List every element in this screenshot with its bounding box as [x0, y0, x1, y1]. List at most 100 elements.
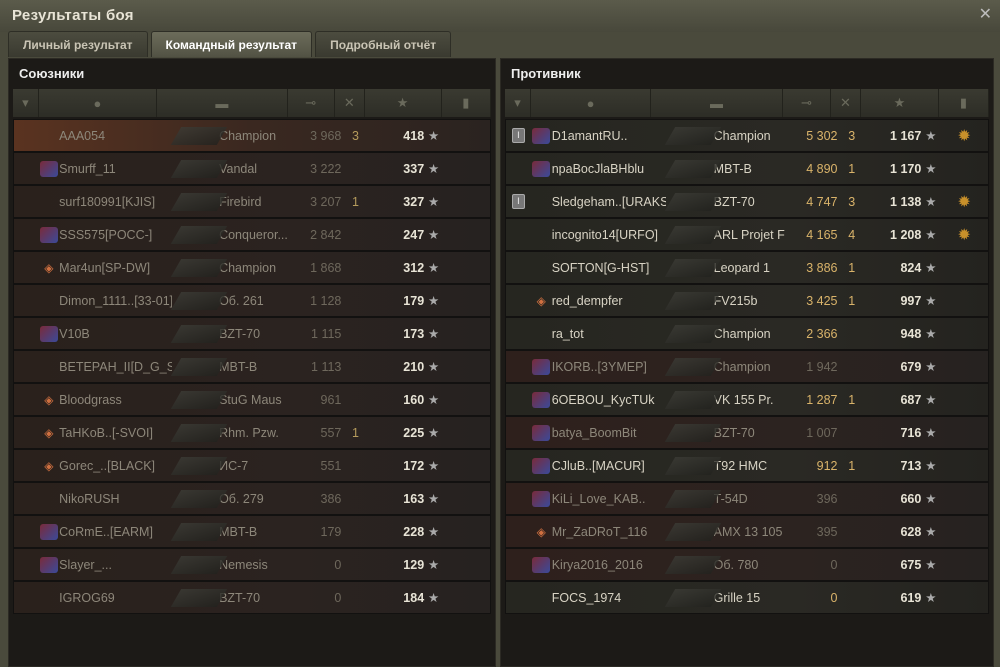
- player-name[interactable]: AAA054: [59, 128, 106, 143]
- kills-icon[interactable]: ✕: [831, 89, 861, 117]
- player-name[interactable]: incognito14[URFO]: [551, 227, 659, 242]
- emblem-slot: [38, 357, 59, 377]
- player-row[interactable]: AAA054 Champion 3 968 3 418 ★: [13, 119, 491, 152]
- player-row[interactable]: ◈ red_dempfer FV215b 3 425 1 997 ★: [505, 284, 989, 317]
- xp-star-icon[interactable]: ★: [365, 89, 442, 117]
- player-row[interactable]: npaBocJlaBHblu MBT-B 4 890 1 1 170 ★: [505, 152, 989, 185]
- player-row[interactable]: ВЕТЕРАН_II[D_G_S] MBT-B 1 113 210 ★: [13, 350, 491, 383]
- player-name[interactable]: red_dempfer: [551, 293, 623, 308]
- player-name[interactable]: ВЕТЕРАН_II[D_G_S]: [59, 359, 173, 374]
- tab-personal[interactable]: Личный результат: [8, 31, 148, 57]
- player-row[interactable]: Dimon_1111..[33-01] Об. 261 1 128 179 ★: [13, 284, 491, 317]
- xp-star-icon[interactable]: ★: [861, 89, 939, 117]
- kills-value: 3: [848, 194, 856, 209]
- player-name[interactable]: Sledgeham..[URAKS]: [551, 194, 667, 209]
- medal-icon[interactable]: ▮: [939, 89, 989, 117]
- player-name[interactable]: Mar4un[SP-DW]: [59, 260, 151, 275]
- player-name[interactable]: Dimon_1111..[33-01]: [59, 293, 173, 308]
- player-row[interactable]: ◈ Gorec_..[BLACK] ИС-7 551 172 ★: [13, 449, 491, 482]
- player-row[interactable]: CJluB..[MACUR] T92 HMC 912 1 713 ★: [505, 449, 989, 482]
- player-row[interactable]: ◈ Mr_ZaDRoT_116 AMX 13 105 395 628 ★: [505, 515, 989, 548]
- player-name[interactable]: Smurff_11: [59, 161, 116, 176]
- player-row[interactable]: IGROG69 BZT-70 0 184 ★: [13, 581, 491, 614]
- tank-icon[interactable]: ▬: [157, 89, 288, 117]
- player-name[interactable]: KiLi_Love_KAB..: [551, 491, 646, 506]
- player-row[interactable]: IKORB..[3YMEP] Champion 1 942 679 ★: [505, 350, 989, 383]
- player-row[interactable]: I D1amantRU.. Champion 5 302 3 1 167 ★ ✹: [505, 119, 989, 152]
- player-name[interactable]: SSS575[POCC-]: [59, 227, 153, 242]
- player-name[interactable]: Bloodgrass: [59, 392, 122, 407]
- player-name[interactable]: npaBocJlaBHblu: [551, 161, 645, 176]
- player-icon[interactable]: ●: [531, 89, 651, 117]
- xp-value: 210: [403, 359, 425, 374]
- player-name[interactable]: Mr_ZaDRoT_116: [551, 524, 648, 539]
- player-row[interactable]: I Sledgeham..[URAKS] BZT-70 4 747 3 1 13…: [505, 185, 989, 218]
- player-row[interactable]: Slayer_... Nemesis 0 129 ★: [13, 548, 491, 581]
- kills-value: 1: [848, 293, 856, 308]
- tank-icon[interactable]: ▬: [651, 89, 783, 117]
- player-row[interactable]: Kirya2016_2016 Об. 780 0 675 ★: [505, 548, 989, 581]
- xp-value: 163: [403, 491, 425, 506]
- xp-value: 337: [403, 161, 425, 176]
- player-row[interactable]: SSS575[POCC-] Conqueror... 2 842 247 ★: [13, 218, 491, 251]
- clan-emblem-icon: [38, 225, 59, 245]
- medal-icon[interactable]: ▮: [442, 89, 492, 117]
- player-row[interactable]: KiLi_Love_KAB.. T-54D 396 660 ★: [505, 482, 989, 515]
- player-row[interactable]: incognito14[URFO] ARL Projet F 4 165 4 1…: [505, 218, 989, 251]
- player-row[interactable]: surf180991[KJIS] Firebird 3 207 1 327 ★: [13, 185, 491, 218]
- star-icon: ★: [925, 261, 937, 275]
- damage-icon[interactable]: ⊸: [288, 89, 335, 117]
- damage-icon[interactable]: ⊸: [783, 89, 831, 117]
- star-icon: ★: [427, 393, 440, 407]
- player-row[interactable]: NikoRUSH Об. 279 386 163 ★: [13, 482, 491, 515]
- player-name[interactable]: 6OEBOU_KycTUk: [551, 392, 655, 407]
- tank-name: ИС-7: [219, 458, 249, 473]
- player-name[interactable]: Gorec_..[BLACK]: [59, 458, 156, 473]
- tab-detailed[interactable]: Подробный отчёт: [315, 31, 452, 57]
- player-name[interactable]: IGROG69: [59, 590, 115, 605]
- tank-image-icon: [666, 121, 714, 151]
- medal-icon: ✹: [957, 226, 971, 244]
- player-row[interactable]: CoRmE..[EARM] MBT-B 179 228 ★: [13, 515, 491, 548]
- player-row[interactable]: V10B BZT-70 1 115 173 ★: [13, 317, 491, 350]
- kills-icon[interactable]: ✕: [335, 89, 365, 117]
- player-row[interactable]: ◈ TaHKoB..[-SVOI] Rhm. Pzw. 557 1 225 ★: [13, 416, 491, 449]
- player-name[interactable]: Slayer_...: [59, 557, 112, 572]
- player-name[interactable]: IKORB..[3YMEP]: [551, 359, 647, 374]
- rank-emblem-icon: ◈: [44, 392, 54, 407]
- tab-team[interactable]: Командный результат: [150, 31, 313, 57]
- player-name[interactable]: NikoRUSH: [59, 491, 120, 506]
- player-name[interactable]: D1amantRU..: [551, 128, 628, 143]
- player-row[interactable]: FOCS_1974 Grille 15 0 619 ★: [505, 581, 989, 614]
- enemies-list: I D1amantRU.. Champion 5 302 3 1 167 ★ ✹…: [505, 119, 989, 614]
- player-name[interactable]: V10B: [59, 326, 90, 341]
- player-name[interactable]: batya_BoomBit: [551, 425, 637, 440]
- player-row[interactable]: batya_BoomBit BZT-70 1 007 716 ★: [505, 416, 989, 449]
- emblem-slot: [38, 126, 59, 146]
- tank-image-icon: [172, 286, 219, 316]
- player-name[interactable]: SOFTON[G-HST]: [551, 260, 650, 275]
- player-row[interactable]: 6OEBOU_KycTUk VK 155 Pr. 1 287 1 687 ★: [505, 383, 989, 416]
- player-row[interactable]: ra_tot Champion 2 366 948 ★: [505, 317, 989, 350]
- player-icon[interactable]: ●: [39, 89, 158, 117]
- player-row[interactable]: ◈ Mar4un[SP-DW] Champion 1 868 312 ★: [13, 251, 491, 284]
- player-row[interactable]: SOFTON[G-HST] Leopard 1 3 886 1 824 ★: [505, 251, 989, 284]
- star-icon: ★: [925, 129, 937, 143]
- player-name[interactable]: TaHKoB..[-SVOI]: [59, 425, 153, 440]
- player-name[interactable]: Kirya2016_2016: [551, 557, 643, 572]
- xp-value: 675: [900, 557, 922, 572]
- squad-icon[interactable]: ▾: [13, 89, 39, 117]
- player-name[interactable]: CJluB..[MACUR]: [551, 458, 645, 473]
- tank-name: Vandal: [219, 161, 258, 176]
- player-row[interactable]: ◈ Bloodgrass StuG Maus 961 160 ★: [13, 383, 491, 416]
- tank-name: BZT-70: [219, 590, 261, 605]
- close-icon[interactable]: ✕: [978, 6, 992, 23]
- player-name[interactable]: surf180991[KJIS]: [59, 194, 156, 209]
- squad-icon[interactable]: ▾: [505, 89, 531, 117]
- player-name[interactable]: FOCS_1974: [551, 590, 622, 605]
- player-row[interactable]: Smurff_11 Vandal 3 222 337 ★: [13, 152, 491, 185]
- tank-name: BZT-70: [219, 326, 261, 341]
- player-name[interactable]: CoRmE..[EARM]: [59, 524, 153, 539]
- player-name[interactable]: ra_tot: [551, 326, 584, 341]
- damage-value: 179: [320, 524, 342, 539]
